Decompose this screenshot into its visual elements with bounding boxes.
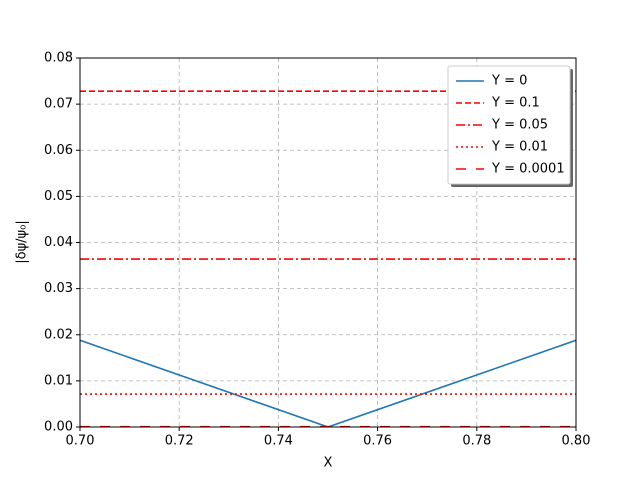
legend-box <box>447 65 571 185</box>
y-tick-label: 0.00 <box>44 420 73 435</box>
legend-label: Y = 0 <box>491 74 527 89</box>
plot-frame <box>79 57 577 428</box>
y-tick-label: 0.02 <box>44 327 73 342</box>
y-tick-label: 0.03 <box>44 281 73 296</box>
legend-label: Y = 0.01 <box>491 140 548 155</box>
y-tick-label: 0.06 <box>44 143 73 158</box>
y-tick-label: 0.05 <box>44 189 73 204</box>
x-axis-label: X <box>324 456 333 471</box>
legend-label: Y = 0.1 <box>491 96 540 111</box>
x-tick-label: 0.78 <box>462 434 491 449</box>
y-tick-label: 0.08 <box>44 51 73 66</box>
legend-label: Y = 0.05 <box>491 118 548 133</box>
y-tick-label: 0.07 <box>44 97 73 112</box>
y-tick-label: 0.04 <box>44 235 73 250</box>
legend-label: Y = 0.0001 <box>491 162 565 177</box>
x-tick-label: 0.80 <box>562 434 591 449</box>
series-line <box>80 339 576 427</box>
x-tick-label: 0.70 <box>66 434 95 449</box>
y-tick-label: 0.01 <box>44 373 73 388</box>
y-axis-label: |δψ/ψ₀| <box>15 220 30 263</box>
x-tick-label: 0.76 <box>363 434 392 449</box>
x-tick-label: 0.72 <box>165 434 194 449</box>
x-tick-label: 0.74 <box>264 434 293 449</box>
